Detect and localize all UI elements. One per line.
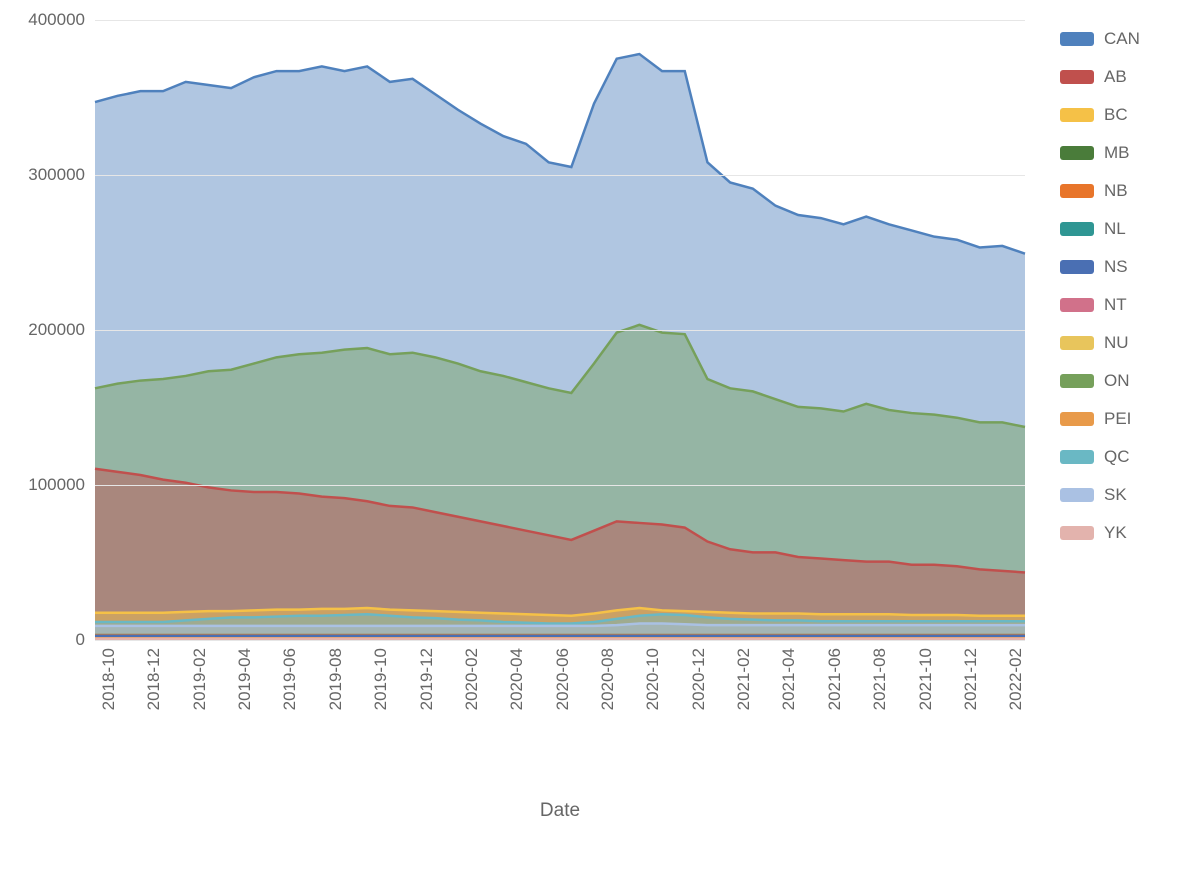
legend-item-BC[interactable]: BC — [1060, 96, 1190, 134]
x-tick-label: 2018-10 — [99, 648, 119, 710]
legend-item-QC[interactable]: QC — [1060, 438, 1190, 476]
legend-swatch — [1060, 146, 1094, 160]
legend-item-CAN[interactable]: CAN — [1060, 20, 1190, 58]
x-tick-label: 2019-12 — [417, 648, 437, 710]
legend-swatch — [1060, 298, 1094, 312]
legend-swatch — [1060, 374, 1094, 388]
x-tick-label: 2018-12 — [144, 648, 164, 710]
y-tick-label: 300000 — [0, 165, 85, 185]
legend-label: NS — [1104, 257, 1128, 277]
legend-swatch — [1060, 260, 1094, 274]
legend-label: NL — [1104, 219, 1126, 239]
x-tick-label: 2021-06 — [825, 648, 845, 710]
legend-label: PEI — [1104, 409, 1131, 429]
x-tick-label: 2022-02 — [1006, 648, 1026, 710]
x-tick-label: 2019-04 — [235, 648, 255, 710]
gridline — [95, 20, 1025, 21]
y-tick-label: 100000 — [0, 475, 85, 495]
x-tick-label: 2020-10 — [643, 648, 663, 710]
x-tick-label: 2020-02 — [462, 648, 482, 710]
legend-item-NB[interactable]: NB — [1060, 172, 1190, 210]
legend-item-NT[interactable]: NT — [1060, 286, 1190, 324]
legend-item-NL[interactable]: NL — [1060, 210, 1190, 248]
legend-label: NT — [1104, 295, 1127, 315]
legend-item-YK[interactable]: YK — [1060, 514, 1190, 552]
legend-label: BC — [1104, 105, 1128, 125]
area-chart: 0 100000 200000 300000 400000 2018-10 2018-12… — [0, 0, 1202, 878]
legend-item-ON[interactable]: ON — [1060, 362, 1190, 400]
legend-item-MB[interactable]: MB — [1060, 134, 1190, 172]
gridline — [95, 640, 1025, 641]
legend-label: SK — [1104, 485, 1127, 505]
y-tick-label: 200000 — [0, 320, 85, 340]
x-tick-label: 2021-10 — [916, 648, 936, 710]
legend-label: YK — [1104, 523, 1127, 543]
x-tick-label: 2019-10 — [371, 648, 391, 710]
legend-swatch — [1060, 108, 1094, 122]
legend-swatch — [1060, 70, 1094, 84]
legend: CAN AB BC MB NB NL NS NT NU ON PEI QC SK YK — [1060, 20, 1190, 552]
y-tick-label: 0 — [0, 630, 85, 650]
legend-label: NU — [1104, 333, 1129, 353]
legend-item-NU[interactable]: NU — [1060, 324, 1190, 362]
x-tick-label: 2021-12 — [961, 648, 981, 710]
legend-swatch — [1060, 184, 1094, 198]
gridline — [95, 330, 1025, 331]
legend-item-AB[interactable]: AB — [1060, 58, 1190, 96]
legend-item-NS[interactable]: NS — [1060, 248, 1190, 286]
x-axis-title: Date — [95, 800, 1025, 822]
legend-swatch — [1060, 526, 1094, 540]
legend-item-SK[interactable]: SK — [1060, 476, 1190, 514]
x-tick-label: 2021-08 — [870, 648, 890, 710]
y-tick-label: 400000 — [0, 10, 85, 30]
legend-label: QC — [1104, 447, 1130, 467]
gridline — [95, 175, 1025, 176]
legend-item-PEI[interactable]: PEI — [1060, 400, 1190, 438]
legend-swatch — [1060, 488, 1094, 502]
legend-swatch — [1060, 450, 1094, 464]
legend-label: AB — [1104, 67, 1127, 87]
x-tick-label: 2019-06 — [280, 648, 300, 710]
legend-label: ON — [1104, 371, 1130, 391]
legend-swatch — [1060, 222, 1094, 236]
gridline — [95, 485, 1025, 486]
legend-swatch — [1060, 32, 1094, 46]
x-tick-label: 2019-02 — [190, 648, 210, 710]
legend-swatch — [1060, 336, 1094, 350]
legend-label: MB — [1104, 143, 1130, 163]
x-axis: 2018-10 2018-12 2019-02 2019-04 2019-06 2019-… — [95, 648, 1025, 768]
x-tick-label: 2020-12 — [689, 648, 709, 710]
legend-label: CAN — [1104, 29, 1140, 49]
x-tick-label: 2019-08 — [326, 648, 346, 710]
plot-area — [95, 20, 1025, 640]
legend-swatch — [1060, 412, 1094, 426]
x-tick-label: 2020-08 — [598, 648, 618, 710]
x-tick-label: 2021-02 — [734, 648, 754, 710]
legend-label: NB — [1104, 181, 1128, 201]
x-tick-label: 2021-04 — [779, 648, 799, 710]
x-tick-label: 2020-06 — [553, 648, 573, 710]
x-tick-label: 2020-04 — [507, 648, 527, 710]
